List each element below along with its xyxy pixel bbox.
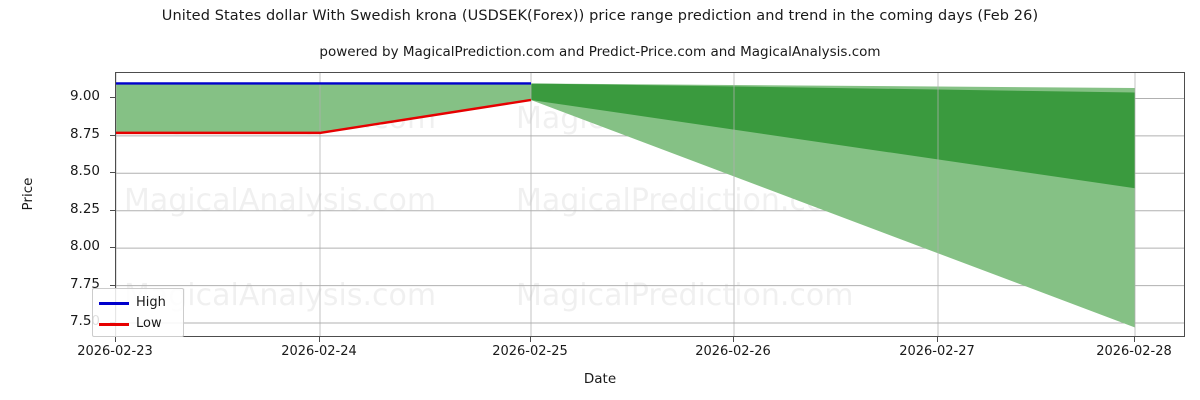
x-axis-tick-mark [319, 337, 320, 342]
x-axis-tick-mark [733, 337, 734, 342]
plot-area: MagicalAnalysis.com MagicalPrediction.co… [115, 72, 1185, 337]
legend-swatch-high [99, 302, 129, 305]
x-axis-tick-label: 2026-02-27 [899, 344, 975, 359]
x-axis-tick-label: 2026-02-24 [281, 344, 357, 359]
legend-item-high[interactable]: High [93, 292, 183, 314]
y-axis-tick-mark [110, 97, 115, 99]
chart-title: United States dollar With Swedish krona … [161, 8, 1039, 24]
x-axis-title: Date [583, 371, 617, 387]
y-axis-title: Price [20, 177, 36, 211]
series-line-low [116, 98, 532, 135]
range-bands [116, 83, 1135, 328]
chart-canvas [116, 73, 1184, 336]
legend-swatch-low [99, 323, 129, 326]
legend-label: High [136, 295, 166, 310]
legend-label: Low [136, 316, 162, 331]
y-axis-tick-mark [110, 284, 115, 286]
x-axis-tick-mark [1134, 337, 1135, 342]
x-axis-tick-label: 2026-02-26 [695, 344, 771, 359]
y-axis-tick-label: 8.25 [69, 200, 100, 217]
series-lines [116, 82, 532, 135]
y-axis-tick-label: 8.00 [69, 238, 100, 255]
y-axis-tick-label: 7.50 [69, 313, 100, 330]
y-axis-tick-mark [110, 134, 115, 136]
inner-trend-band [531, 83, 1135, 189]
chart-legend[interactable]: High Low [92, 288, 184, 337]
y-axis-tick-label: 9.00 [69, 88, 100, 105]
y-axis-tick-label: 8.75 [69, 125, 100, 142]
x-axis-tick-label: 2026-02-28 [1096, 344, 1172, 359]
x-axis-tick-label: 2026-02-25 [492, 344, 568, 359]
y-axis-tick-mark [110, 209, 115, 211]
y-axis-tick-mark [110, 247, 115, 249]
y-axis-tick-mark [110, 172, 115, 174]
y-axis-tick-label: 7.75 [69, 275, 100, 292]
x-axis-tick-mark [530, 337, 531, 342]
chart-subtitle: powered by MagicalPrediction.com and Pre… [319, 44, 881, 60]
legend-item-low[interactable]: Low [93, 313, 183, 335]
x-axis-tick-label: 2026-02-23 [77, 344, 153, 359]
vertical-grid-lines [116, 73, 1136, 336]
x-axis-tick-mark [115, 337, 116, 342]
x-axis-tick-mark [937, 337, 938, 342]
y-axis-tick-label: 8.50 [69, 163, 100, 180]
